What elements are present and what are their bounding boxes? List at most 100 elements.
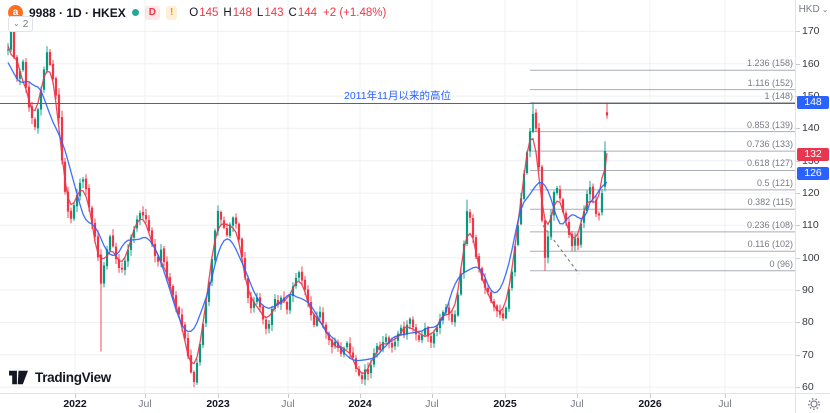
candle-body bbox=[144, 214, 148, 220]
dashed-trendline-drawing[interactable] bbox=[542, 225, 580, 275]
candle-body bbox=[318, 311, 322, 318]
price-axis[interactable]: HKD ⌄ 1701601501401301201101009080706014… bbox=[795, 0, 830, 393]
ohlc-readout: O145 H148 L143 C144 +2 (+1.48%) bbox=[189, 7, 386, 19]
time-tick-mark bbox=[360, 394, 361, 398]
time-tick-label: 2022 bbox=[63, 398, 87, 410]
candle-body bbox=[435, 327, 439, 332]
candle-body bbox=[576, 237, 580, 246]
low-label: L bbox=[256, 6, 264, 19]
candle-body bbox=[114, 246, 118, 260]
time-tick-label: 2023 bbox=[206, 398, 230, 410]
time-tick-label: 2026 bbox=[638, 398, 662, 410]
currency-label: HKD bbox=[798, 4, 820, 15]
ma-slow-line bbox=[7, 62, 608, 362]
price-tick-mark bbox=[796, 354, 800, 356]
candle-body bbox=[522, 173, 526, 199]
moving-averages-layer bbox=[7, 45, 608, 375]
candle-body bbox=[255, 297, 259, 302]
price-tick-label: 100 bbox=[802, 251, 820, 264]
candle-body bbox=[96, 236, 100, 258]
candle-body bbox=[78, 182, 82, 197]
candle-body bbox=[132, 229, 136, 238]
candle-body bbox=[81, 179, 85, 182]
tradingview-mark-icon bbox=[9, 370, 28, 385]
indicators-collapse-button[interactable]: ⌄ 2 bbox=[8, 16, 34, 32]
market-status-dot-icon[interactable] bbox=[131, 9, 139, 16]
gear-icon[interactable] bbox=[807, 397, 821, 411]
price-tick-mark bbox=[796, 128, 800, 130]
fib-level-label: 0.736 (133) bbox=[746, 139, 793, 150]
candle-body bbox=[267, 323, 271, 329]
chart-canvas[interactable] bbox=[0, 0, 795, 393]
candle-body bbox=[567, 221, 571, 235]
candle-body bbox=[117, 259, 121, 268]
candle-body bbox=[321, 312, 325, 324]
candle-body bbox=[375, 345, 379, 353]
alert-badge[interactable]: ! bbox=[165, 5, 178, 20]
close-value: 144 bbox=[297, 6, 318, 19]
candle-body bbox=[417, 335, 421, 340]
price-badge: 148 bbox=[797, 96, 829, 110]
tradingview-logo[interactable]: TradingView bbox=[8, 370, 111, 385]
candle-body bbox=[225, 228, 229, 236]
candle-body bbox=[27, 86, 31, 108]
candle-body bbox=[573, 238, 577, 246]
candle-body bbox=[237, 223, 241, 240]
time-tick-mark bbox=[725, 394, 726, 398]
price-tick-label: 70 bbox=[802, 348, 814, 361]
time-tick-mark bbox=[432, 394, 433, 398]
candle-body bbox=[513, 246, 517, 273]
axis-settings-corner[interactable] bbox=[795, 393, 830, 413]
candle-body bbox=[465, 211, 469, 244]
delayed-data-badge[interactable]: D bbox=[144, 5, 160, 20]
candle-body bbox=[423, 328, 427, 335]
symbol-header: a 9988 · 1D · HKEX D ! O145 H148 L143 C1… bbox=[8, 5, 386, 20]
time-tick-mark bbox=[218, 394, 219, 398]
grid-layer bbox=[0, 0, 795, 393]
candle-body bbox=[345, 342, 349, 348]
horizontal-line-label[interactable]: 2011年11月以来的高位 bbox=[344, 89, 451, 102]
candle-body bbox=[93, 222, 97, 237]
candle-body bbox=[474, 237, 478, 257]
candle-body bbox=[372, 353, 376, 365]
horizontal-line-drawing[interactable] bbox=[0, 102, 795, 104]
time-axis[interactable]: 2022 Jul 2023 Jul 2024 Jul 2025 Jul 2026 Jul bbox=[0, 393, 795, 413]
symbol-title[interactable]: 9988 · 1D · HKEX bbox=[29, 5, 126, 20]
time-tick-label: Jul bbox=[425, 398, 439, 410]
candle-body bbox=[306, 289, 310, 303]
candle-body bbox=[504, 307, 508, 319]
currency-selector[interactable]: HKD ⌄ bbox=[796, 4, 830, 15]
candle-body bbox=[54, 78, 58, 96]
price-tick-mark bbox=[796, 225, 800, 227]
candle-body bbox=[75, 195, 79, 207]
fib-level-label: 0.236 (108) bbox=[746, 219, 793, 230]
candle-body bbox=[348, 343, 352, 354]
candle-body bbox=[252, 301, 256, 308]
candle-body bbox=[594, 200, 598, 215]
candle-body bbox=[324, 324, 328, 333]
candle-body bbox=[501, 313, 505, 319]
candle-body bbox=[21, 61, 25, 71]
candle-body bbox=[264, 319, 268, 329]
candle-body bbox=[405, 324, 409, 335]
candle-body bbox=[393, 341, 397, 347]
price-pane[interactable]: 2011年11月以来的高位 1.236 (158) 1.116 (152) 1 (1… bbox=[0, 0, 795, 393]
candle-body bbox=[330, 339, 334, 348]
candle-body bbox=[288, 295, 292, 311]
time-tick-label: Jul bbox=[718, 398, 732, 410]
fib-level-label: 0.618 (127) bbox=[746, 158, 793, 169]
candle-body bbox=[546, 236, 550, 258]
candle-body bbox=[366, 368, 370, 375]
candle-body bbox=[384, 337, 388, 342]
fib-level-label: 0.853 (139) bbox=[746, 119, 793, 130]
candle-body bbox=[456, 295, 460, 316]
candle-body bbox=[165, 261, 169, 278]
candle-body bbox=[564, 212, 568, 222]
candle-body bbox=[72, 205, 76, 219]
candle-body bbox=[429, 336, 433, 343]
candle-body bbox=[201, 323, 205, 346]
candle-body bbox=[351, 352, 355, 358]
candle-body bbox=[605, 112, 609, 116]
candle-body bbox=[162, 248, 166, 263]
